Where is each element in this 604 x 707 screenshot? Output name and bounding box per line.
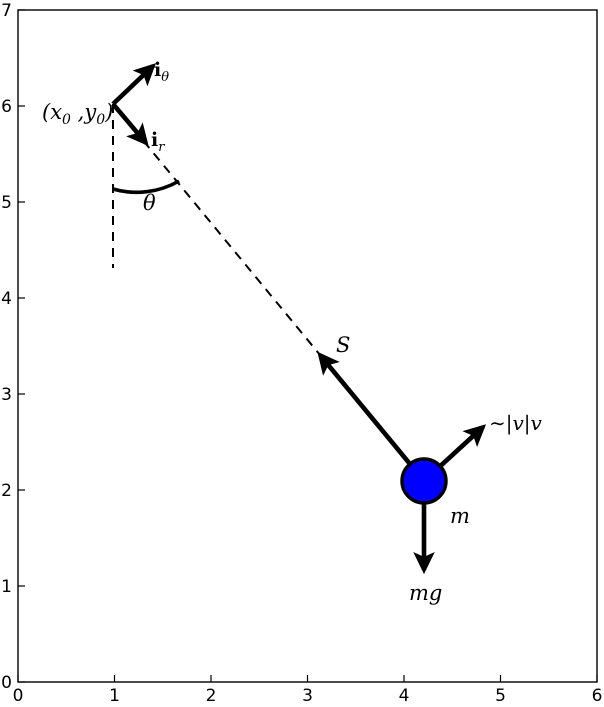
x-tick-label-5: 5 (495, 686, 506, 706)
i-r-arrow (111, 102, 149, 147)
mass-label: m (450, 504, 470, 528)
pivot-label-open: (x0 ,y0) (42, 100, 113, 128)
i-r-text: ir (151, 129, 165, 155)
y-tick-label-1: 1 (1, 577, 12, 597)
bob-circle (400, 457, 448, 505)
y-axis-ticks (18, 9, 25, 683)
mass-text: m (450, 504, 470, 528)
weight-text: mg (409, 581, 442, 605)
angle-arc-path (112, 179, 180, 195)
drag-text: ∼|v|v (489, 411, 543, 436)
y-tick-label-3: 3 (1, 385, 12, 405)
x-tick-label-2: 2 (206, 686, 217, 706)
y-tick-label-4: 4 (1, 289, 12, 309)
tension-text: S (336, 333, 350, 357)
y-tick-label-6: 6 (1, 97, 12, 117)
theta-label: θ (143, 191, 156, 215)
i-theta-arrow (111, 63, 157, 106)
x-tick-label-3: 3 (302, 686, 313, 706)
unit-vector-i-r (111, 102, 149, 147)
y-axis-tick-labels: 0 1 2 3 4 5 6 7 (1, 1, 12, 693)
x-axis-ticks (17, 675, 598, 682)
x-tick-label-1: 1 (109, 686, 120, 706)
theta-angle-arc (112, 179, 180, 195)
pendulum-bob (400, 457, 448, 505)
y-tick-label-5: 5 (1, 193, 12, 213)
tension-arrow (317, 351, 426, 483)
y-tick-label-2: 2 (1, 481, 12, 501)
plot-area-border (17, 9, 598, 683)
x-tick-label-6: 6 (592, 686, 603, 706)
weight-label: mg (409, 581, 442, 605)
x-tick-label-4: 4 (399, 686, 410, 706)
tension-label: S (336, 333, 350, 357)
y-tick-label-0: 0 (1, 673, 12, 693)
i-theta-text: iθ (154, 59, 169, 85)
x-tick-label-0: 0 (13, 686, 24, 706)
drag-label: ∼|v|v (489, 411, 543, 436)
theta-text: θ (143, 191, 156, 215)
pivot-coordinate-label: (x0 ,y0) (42, 100, 113, 128)
i-theta-label: iθ (154, 59, 169, 85)
axes-frame (17, 9, 598, 683)
tension-force-vector (317, 351, 426, 483)
y-tick-label-7: 7 (1, 1, 12, 21)
x-axis-tick-labels: 0 1 2 3 4 5 6 (13, 686, 603, 706)
unit-vector-i-theta (111, 63, 157, 106)
i-r-label: ir (151, 129, 165, 155)
